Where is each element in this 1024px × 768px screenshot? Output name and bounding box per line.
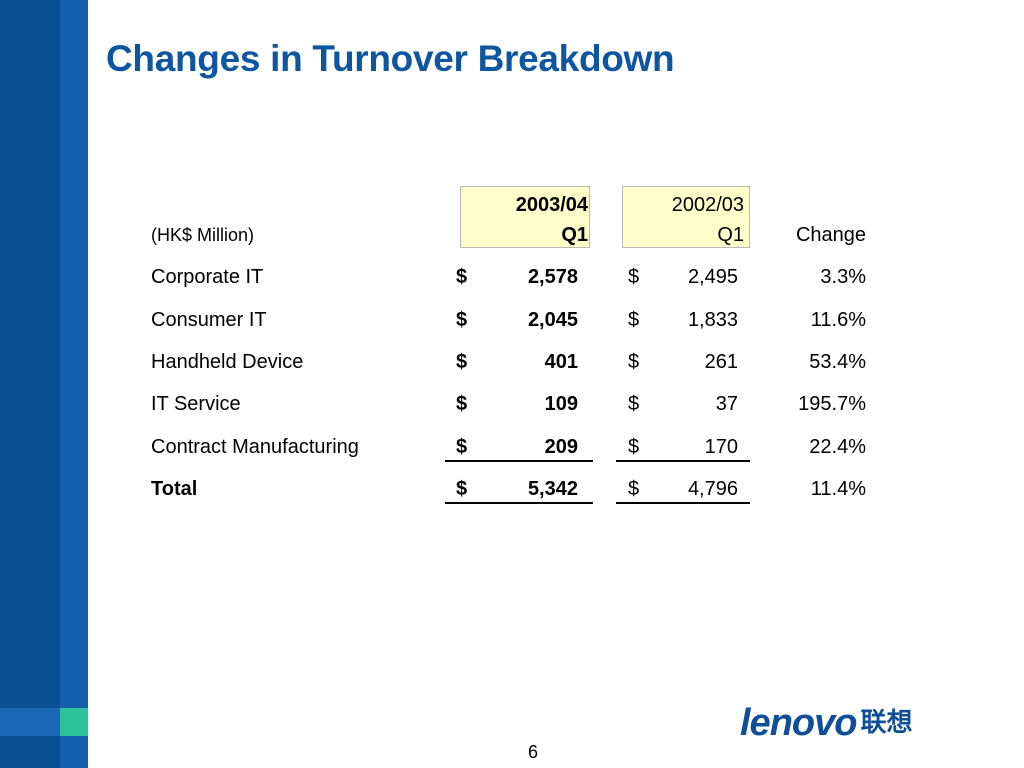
row-label: Contract Manufacturing	[151, 436, 359, 458]
prior-currency-sign: $	[628, 393, 640, 415]
page-number-wrap: 6	[0, 742, 1024, 763]
current-currency-sign: $	[456, 309, 468, 331]
prior-total-rule	[616, 502, 750, 504]
prior-currency-sign: $	[628, 351, 640, 373]
current-value: 209	[544, 436, 578, 458]
change-value: 195.7%	[798, 393, 866, 415]
current-currency-sign: $	[456, 436, 468, 458]
current-value: 401	[544, 351, 578, 373]
prior-period-header-quarter: Q1	[717, 224, 744, 246]
current-currency-sign: $	[456, 478, 468, 500]
current-total-rule	[445, 502, 593, 504]
sidebar-band-dark	[0, 0, 60, 768]
prior-currency-sign: $	[628, 266, 640, 288]
slide-title: Changes in Turnover Breakdown	[106, 38, 675, 79]
prior-period-header-year: 2002/03	[671, 194, 744, 216]
current-currency-sign: $	[456, 393, 468, 415]
prior-currency-sign: $	[628, 309, 640, 331]
current-period-header-year: 2003/04	[515, 194, 588, 216]
current-value: 2,045	[527, 309, 578, 331]
sidebar-band-light	[60, 0, 88, 768]
prior-currency-sign: $	[628, 436, 640, 458]
current-period-header-box	[460, 186, 590, 248]
sidebar-accent-block	[0, 708, 60, 736]
row-label: Handheld Device	[151, 351, 304, 373]
row-label: IT Service	[151, 393, 241, 415]
current-value: 109	[544, 393, 578, 415]
prior-period-header-box	[622, 186, 750, 248]
prior-currency-sign: $	[628, 478, 640, 500]
current-value: 2,578	[527, 266, 578, 288]
row-label: Consumer IT	[151, 309, 267, 331]
prior-value: 1,833	[687, 309, 738, 331]
change-value: 3.3%	[820, 266, 866, 288]
prior-value: 2,495	[687, 266, 738, 288]
prior-value: 37	[715, 393, 738, 415]
change-value: 22.4%	[809, 436, 866, 458]
total-current-value: 5,342	[527, 478, 578, 500]
prior-value: 170	[704, 436, 738, 458]
current-subtotal-rule	[445, 460, 593, 462]
change-value: 53.4%	[809, 351, 866, 373]
page-number: 6	[527, 742, 538, 762]
logo-wordmark-en: lenovo	[740, 702, 857, 744]
change-value: 11.6%	[810, 309, 866, 331]
total-label: Total	[151, 478, 198, 500]
current-currency-sign: $	[456, 351, 468, 373]
sidebar-green-block	[60, 708, 88, 736]
logo-wordmark-cn: 联想	[860, 708, 913, 738]
change-header: Change	[795, 224, 866, 246]
total-change-value: 11.4%	[810, 478, 866, 500]
current-period-header-quarter: Q1	[561, 224, 588, 246]
total-prior-value: 4,796	[687, 478, 738, 500]
unit-label: (HK$ Million)	[151, 225, 255, 245]
current-currency-sign: $	[456, 266, 468, 288]
prior-value: 261	[704, 351, 738, 373]
prior-subtotal-rule	[616, 460, 750, 462]
lenovo-logo: lenovo 联想	[740, 702, 912, 745]
row-label: Corporate IT	[151, 266, 264, 288]
